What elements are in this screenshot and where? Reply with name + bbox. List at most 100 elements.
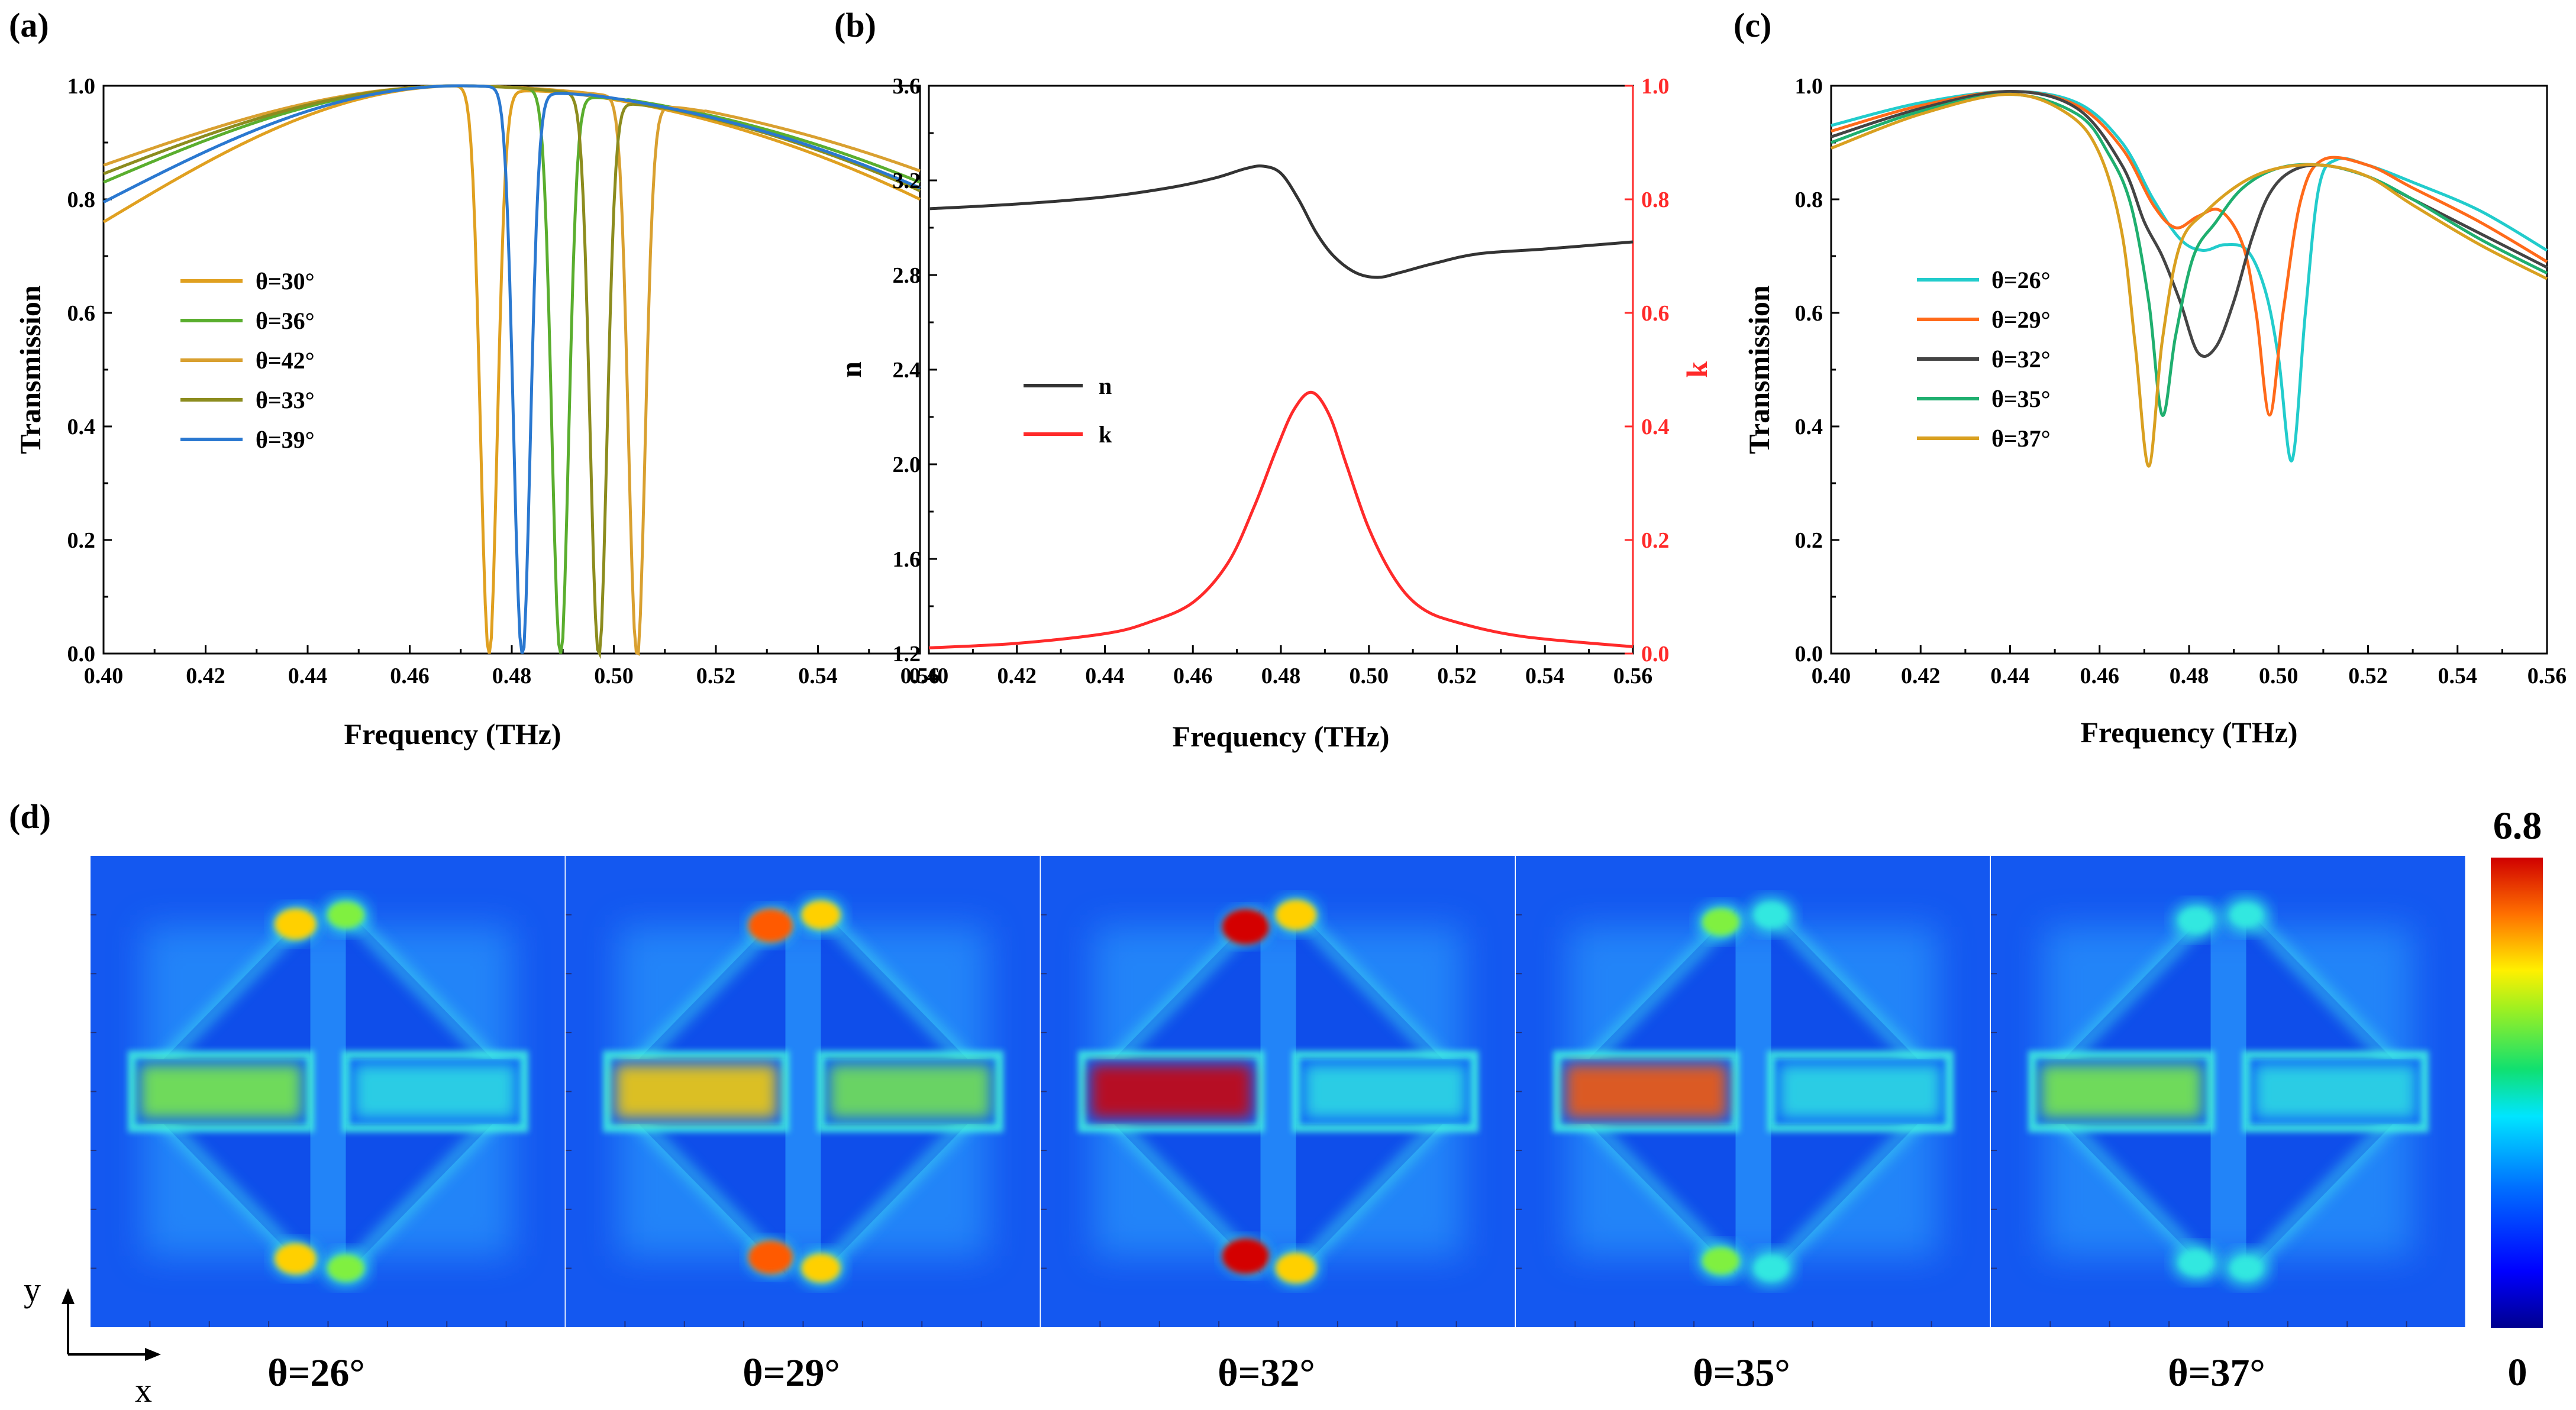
a-series-line — [102, 84, 921, 654]
d-map-lower-hotspot-right — [1754, 1256, 1788, 1280]
d-map-upper-hotspot-right — [801, 900, 841, 930]
a-y-tick-label: 1.0 — [67, 74, 96, 99]
d-map-lower-hotspot — [1702, 1247, 1739, 1275]
c-x-axis-label: Frequency (THz) — [2080, 716, 2297, 749]
a-y-tick-label: 0.4 — [67, 415, 96, 439]
d-map-right-bar-fill — [2255, 1065, 2416, 1118]
c-legend: θ=26° θ=29° θ=32° θ=35° θ=37° — [1917, 267, 2051, 452]
c-x-tick-label: 0.50 — [2259, 664, 2299, 688]
a-x-tick-label: 0.42 — [186, 664, 225, 688]
a-legend-label: θ=30° — [256, 268, 315, 295]
a-y-tick-label: 0.6 — [67, 301, 96, 326]
c-x-tick-label: 0.52 — [2348, 664, 2388, 688]
b-y-axis-label: n — [834, 361, 867, 378]
c-x-tick-label: 0.48 — [2170, 664, 2209, 688]
panel-d-field-maps: θ=26° θ=29° θ=32° θ=35° θ=37° 6.8 0 y x — [24, 804, 2543, 1409]
y-axis-letter: y — [24, 1270, 41, 1309]
d-map-left-bar-fill — [616, 1065, 777, 1118]
b-y-tick-label: 1.2 — [893, 642, 921, 667]
panel-label-b: (b) — [834, 6, 876, 44]
d-map-right-bar-edge — [2242, 1050, 2429, 1133]
b-y-tick-label: 3.6 — [893, 74, 921, 99]
d-map-lower-hotspot — [1222, 1238, 1270, 1274]
b-right-y-tick-label: 0.4 — [1641, 415, 1670, 439]
c-x-tick-label: 0.46 — [2080, 664, 2120, 688]
d-map-lower-hotspot-right — [1276, 1253, 1316, 1283]
b-right-y-tick-label: 0.2 — [1641, 528, 1670, 553]
d-field-map — [91, 856, 567, 1327]
a-legend-label: θ=36° — [256, 308, 315, 334]
c-y-ticks: 0.0 0.2 0.4 0.6 0.8 1.0 — [1795, 74, 1839, 667]
a-x-ticks: 0.40 0.42 0.44 0.46 0.48 0.50 0.52 0.54 0.56 — [84, 645, 940, 688]
b-y-tick-label: 2.8 — [893, 263, 921, 288]
panel-c-chart: 0.40 0.42 0.44 0.46 0.48 0.50 0.52 0.54 0.56 0.0… — [1742, 74, 2567, 749]
colorbar-max-label: 6.8 — [2493, 804, 2542, 848]
a-x-tick-label: 0.50 — [594, 664, 634, 688]
d-map-lower-hotspot — [748, 1240, 793, 1275]
b-right-y-tick-label: 1.0 — [1641, 74, 1670, 99]
d-map-label: θ=26° — [267, 1351, 364, 1395]
a-x-tick-label: 0.52 — [696, 664, 736, 688]
colorbar-min-label: 0 — [2508, 1351, 2527, 1394]
a-series-line — [102, 84, 921, 654]
c-series-line — [1831, 92, 2548, 468]
b-x-tick-label: 0.50 — [1350, 664, 1389, 688]
d-map-upper-hotspot-right — [1276, 900, 1316, 930]
b-x-tick-label: 0.48 — [1261, 664, 1301, 688]
d-map-upper-hotspot-right — [1754, 903, 1788, 927]
d-map-lower-hotspot — [2179, 1250, 2213, 1275]
b-x-tick-label: 0.54 — [1525, 664, 1565, 688]
d-field-map — [1041, 856, 1517, 1327]
d-map-right-bar-edge — [1767, 1050, 1954, 1133]
a-series-lines — [102, 84, 921, 659]
d-map-label: θ=37° — [2168, 1351, 2265, 1395]
a-x-tick-label: 0.48 — [492, 664, 532, 688]
c-legend-label: θ=37° — [1991, 425, 2051, 452]
a-legend-label: θ=33° — [256, 387, 315, 413]
d-map-left-bar-edge — [128, 1050, 315, 1133]
d-map-upper-hotspot — [2179, 908, 2213, 933]
b-x-tick-label: 0.42 — [998, 664, 1037, 688]
d-field-map — [1516, 856, 1992, 1327]
d-map-left-bar-edge — [603, 1050, 790, 1133]
d-map-right-bar-fill — [1780, 1065, 1941, 1118]
c-x-tick-label: 0.54 — [2438, 664, 2478, 688]
d-map-label: θ=29° — [743, 1351, 840, 1395]
b-right-y-ticks: 0.0 0.2 0.4 0.6 0.8 1.0 — [1625, 74, 1670, 667]
b-series-line — [928, 390, 1634, 649]
c-legend-label: θ=35° — [1991, 386, 2051, 412]
c-y-tick-label: 1.0 — [1795, 74, 1823, 99]
d-map-right-bar-fill — [829, 1065, 990, 1118]
d-field-map — [1991, 856, 2467, 1327]
d-map-right-bar-edge — [1292, 1050, 1479, 1133]
d-map-upper-hotspot — [1702, 908, 1739, 936]
a-y-tick-label: 0.2 — [67, 528, 96, 553]
c-series-line — [1831, 90, 2548, 417]
c-y-tick-label: 0.4 — [1795, 415, 1823, 439]
a-x-axis-label: Frequency (THz) — [344, 717, 561, 751]
b-x-tick-label: 0.44 — [1085, 664, 1125, 688]
c-series-lines — [1831, 90, 2548, 468]
d-map-lower-hotspot-right — [2231, 1257, 2261, 1279]
b-legend-label: n — [1099, 373, 1112, 399]
b-y-tick-label: 2.4 — [893, 358, 921, 383]
a-x-tick-label: 0.44 — [288, 664, 328, 688]
b-x-tick-label: 0.56 — [1613, 664, 1653, 688]
d-map-label: θ=35° — [1693, 1351, 1790, 1395]
panel-label-a: (a) — [9, 6, 49, 44]
b-series-lines — [928, 164, 1634, 649]
c-y-tick-label: 0.6 — [1795, 301, 1823, 326]
x-axis-letter: x — [135, 1371, 152, 1409]
d-map-left-bar-fill — [2041, 1065, 2202, 1118]
c-legend-label: θ=29° — [1991, 306, 2051, 333]
panel-a-chart: 0.40 0.42 0.44 0.46 0.48 0.50 0.52 0.54 0.56 0.0… — [14, 74, 940, 751]
d-map-left-bar-fill — [141, 1065, 302, 1118]
panel-label-c: (c) — [1734, 6, 1771, 44]
d-map-upper-hotspot-right — [327, 901, 364, 929]
b-right-y-tick-label: 0.8 — [1641, 187, 1670, 212]
d-map-right-bar-fill — [354, 1065, 515, 1118]
xy-axis-indicator: y x — [24, 1270, 161, 1409]
d-map-upper-hotspot-right — [2231, 904, 2261, 926]
c-y-axis-label: Transmission — [1742, 285, 1776, 454]
b-right-y-axis-label: k — [1680, 361, 1713, 378]
